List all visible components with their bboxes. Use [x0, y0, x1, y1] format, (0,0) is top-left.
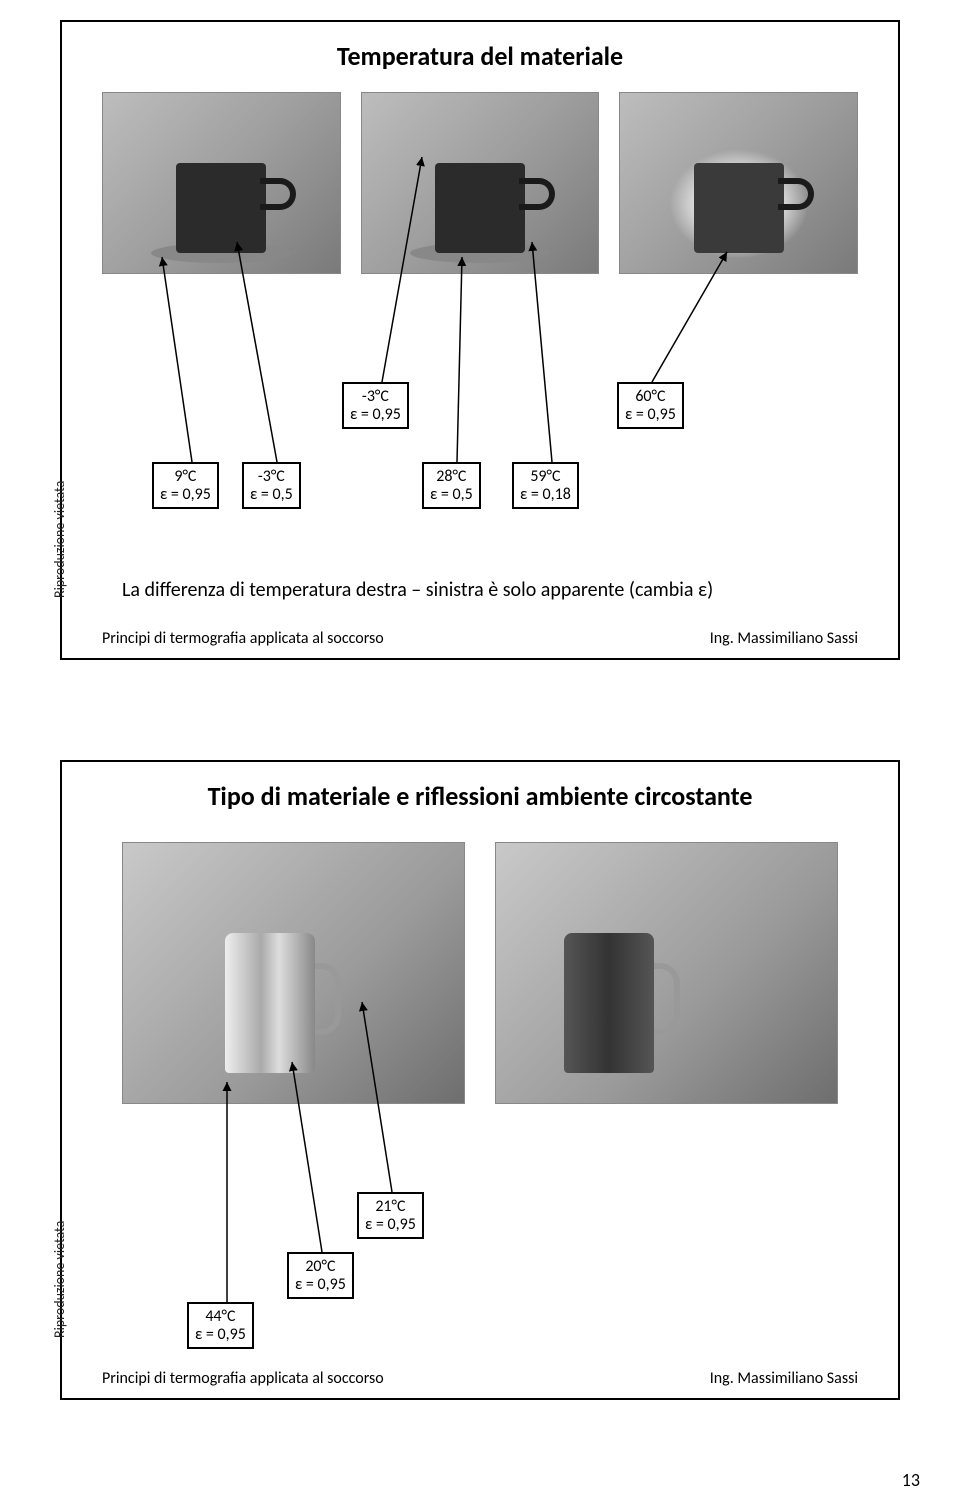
photo-1: [102, 92, 341, 274]
footer-2: Principi di termografia applicata al soc…: [102, 1369, 858, 1388]
label-59c-t: 59°C: [530, 467, 560, 486]
label-9c-e: ε = 0,95: [160, 485, 211, 504]
label-59c: 59°C ε = 0,18: [512, 462, 579, 509]
label-m3c-05: -3°C ε = 0,5: [242, 462, 301, 509]
label-28c-t: 28°C: [436, 467, 466, 486]
page-number: 13: [902, 1469, 920, 1491]
footer-left-2: Principi di termografia applicata al soc…: [102, 1369, 384, 1388]
photo-2: [361, 92, 600, 274]
label-m3c-05-e: ε = 0,5: [250, 485, 293, 504]
label-60c: 60°C ε = 0,95: [617, 382, 684, 429]
label-44c: 44°C ε = 0,95: [187, 1302, 254, 1349]
label-44c-e: ε = 0,95: [195, 1325, 246, 1344]
label-60c-t: 60°C: [635, 387, 665, 406]
slide-1: Temperatura del materiale: [60, 20, 900, 660]
label-m3c-05-t: -3°C: [258, 467, 285, 486]
label-m3c-095: -3°C ε = 0,95: [342, 382, 409, 429]
label-28c-e: ε = 0,5: [430, 485, 473, 504]
label-21c-t: 21°C: [375, 1197, 405, 1216]
label-21c: 21°C ε = 0,95: [357, 1192, 424, 1239]
slide2-title: Tipo di materiale e riflessioni ambiente…: [62, 780, 898, 812]
slide1-caption: La differenza di temperatura destra – si…: [122, 578, 858, 602]
label-9c: 9°C ε = 0,95: [152, 462, 219, 509]
label-20c: 20°C ε = 0,95: [287, 1252, 354, 1299]
footer-left-1: Principi di termografia applicata al soc…: [102, 629, 384, 648]
label-20c-t: 20°C: [305, 1257, 335, 1276]
label-m3c-095-t: -3°C: [362, 387, 389, 406]
photo-5: [495, 842, 838, 1104]
side-text-1: Riproduzione vietata: [51, 481, 68, 598]
label-21c-e: ε = 0,95: [365, 1215, 416, 1234]
label-20c-e: ε = 0,95: [295, 1275, 346, 1294]
label-28c: 28°C ε = 0,5: [422, 462, 481, 509]
label-60c-e: ε = 0,95: [625, 405, 676, 424]
page: Temperatura del materiale: [0, 0, 960, 1501]
photo-3: [619, 92, 858, 274]
footer-1: Principi di termografia applicata al soc…: [102, 629, 858, 648]
label-59c-e: ε = 0,18: [520, 485, 571, 504]
label-m3c-095-e: ε = 0,95: [350, 405, 401, 424]
side-text-2: Riproduzione vietata: [51, 1221, 68, 1338]
slide-2: Tipo di materiale e riflessioni ambiente…: [60, 760, 900, 1400]
image-row-1: [102, 92, 858, 274]
footer-right-2: Ing. Massimiliano Sassi: [710, 1369, 858, 1388]
footer-right-1: Ing. Massimiliano Sassi: [710, 629, 858, 648]
image-row-2: [122, 842, 838, 1104]
photo-4: [122, 842, 465, 1104]
slide1-title: Temperatura del materiale: [62, 40, 898, 72]
label-9c-t: 9°C: [174, 467, 196, 486]
label-44c-t: 44°C: [205, 1307, 235, 1326]
